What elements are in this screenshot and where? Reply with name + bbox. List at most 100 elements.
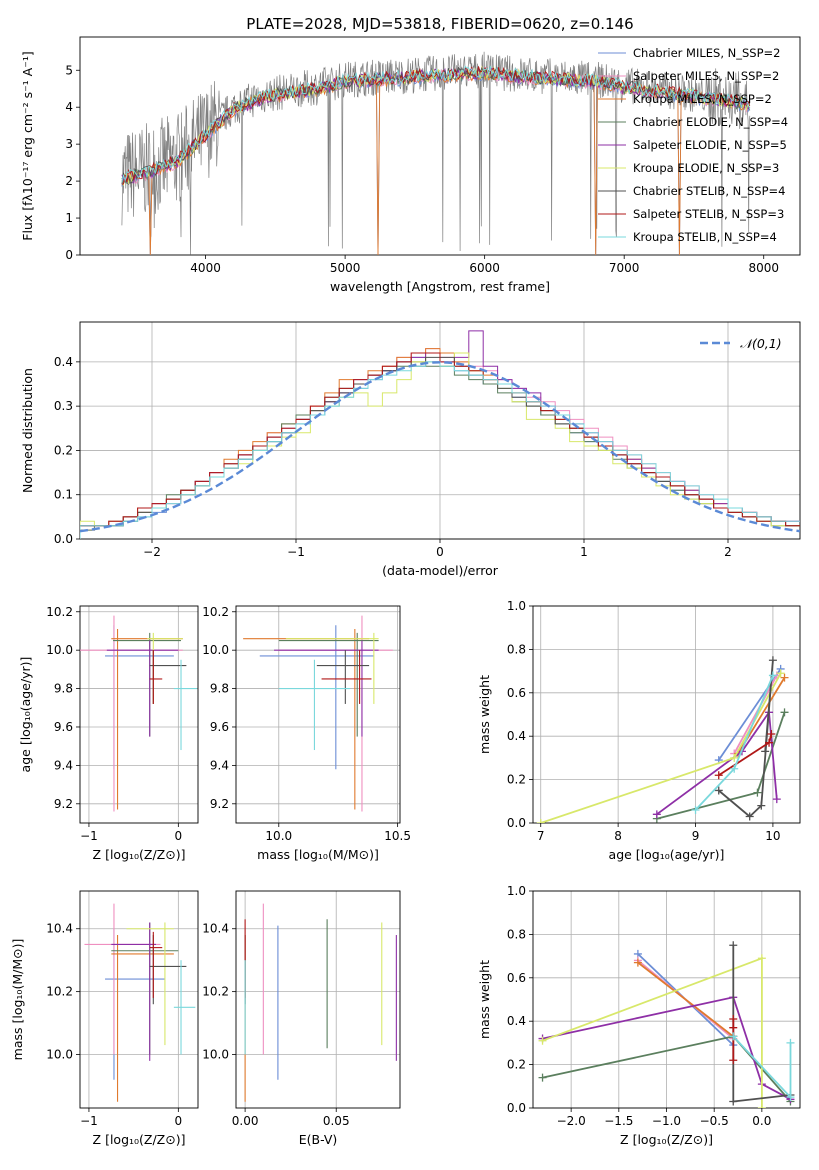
x-tick-label: −1.5 (604, 1114, 633, 1128)
x-tick-label: 10.0 (265, 829, 292, 843)
y-tick-label: 3 (65, 137, 73, 151)
plus-marker (633, 958, 642, 967)
y-tick-label: 4 (65, 100, 73, 114)
x-tick-label: 10.5 (384, 829, 411, 843)
y-tick-label: 10.2 (202, 985, 229, 999)
residual-histogram-panel: −2 −1 0 1 2 0.0 0.1 0.2 0.3 0.4 (data-model)/error… (20, 321, 801, 578)
plus-marker (772, 795, 781, 804)
y-tick-label: 9.8 (210, 682, 229, 696)
legend-label: 𝒩(0,1) (740, 336, 782, 351)
plus-marker (714, 771, 723, 780)
mass-vs-metallicity-panel: −1 0 10.0 10.2 10.4 Z [log₁₀(Z/Z⊙)] mass [log₁… (10, 890, 199, 1147)
y-tick-label: 9.4 (54, 758, 73, 772)
y-tick-label: 10.0 (202, 643, 229, 657)
legend-label: Kroupa MILES, N_SSP=2 (633, 92, 772, 106)
y-tick-label: 0.4 (54, 355, 73, 369)
y-tick-label: 10.2 (46, 985, 73, 999)
x-tick-label: 4000 (190, 261, 221, 275)
y-tick-label: 2 (65, 174, 73, 188)
y-axis-label: mass [log₁₀(M/M⊙)] (10, 939, 25, 1061)
x-tick-label: −2.0 (557, 1114, 586, 1128)
y-axis-label: Normed distribution (20, 368, 35, 493)
x-axis-label: mass [log₁₀(M/M⊙)] (257, 847, 379, 862)
errorbar-body (243, 615, 393, 812)
x-tick-label: 0.00 (232, 1114, 259, 1128)
x-tick-label: 6000 (469, 261, 500, 275)
x-axis-label: Z [log₁₀(Z/Z⊙)] (93, 1132, 186, 1147)
plus-marker (729, 1032, 738, 1041)
y-tick-label: 9.8 (54, 682, 73, 696)
y-tick-label: 0.8 (507, 927, 526, 941)
y-tick-label: 10.0 (46, 1048, 73, 1062)
x-tick-label: 0.05 (323, 1114, 350, 1128)
axes-frame (79, 890, 199, 1109)
plus-marker (768, 656, 777, 665)
y-tick-label: 0.1 (54, 488, 73, 502)
plus-marker (538, 1036, 547, 1045)
y-tick-label: 10.4 (46, 922, 73, 936)
x-tick-label: 10 (765, 829, 780, 843)
y-axis-label: age [log₁₀(age/yr)] (18, 657, 33, 773)
errorbar-body (244, 903, 397, 1102)
chart-title: PLATE=2028, MJD=53818, FIBERID=0620, z=0… (246, 15, 633, 33)
plus-marker (757, 1104, 766, 1108)
x-tick-label: 2 (724, 545, 732, 559)
spectrum-lines (121, 51, 751, 255)
plus-marker (761, 747, 770, 756)
y-tick-label: 10.2 (202, 605, 229, 619)
x-tick-label: 9 (692, 829, 700, 843)
x-tick-label: 7 (537, 829, 545, 843)
histogram-step-line (80, 352, 800, 539)
normal-reference-curve (80, 361, 800, 533)
y-tick-label: 0.0 (507, 816, 526, 830)
plus-marker (768, 671, 777, 680)
plus-marker (757, 954, 766, 963)
histogram-body (80, 330, 800, 539)
axes-frame (79, 605, 199, 824)
x-axis-label: (data-model)/error (382, 563, 499, 578)
y-tick-label: 10.0 (46, 643, 73, 657)
plus-marker (730, 753, 739, 762)
y-tick-label: 1.0 (507, 599, 526, 613)
plus-marker (729, 1015, 738, 1024)
legend-label: Chabrier STELIB, N_SSP=4 (633, 184, 785, 198)
mass-vs-ebv-panel: 0.00 0.05 10.0 10.2 10.4 E(B-V) (202, 890, 401, 1147)
y-tick-label: 9.2 (210, 797, 229, 811)
legend-label: Kroupa STELIB, N_SSP=4 (633, 230, 777, 244)
y-tick-label: 1 (65, 211, 73, 225)
x-tick-label: 1 (580, 545, 588, 559)
y-tick-label: 9.2 (54, 797, 73, 811)
x-axis-label: age [log₁₀(age/yr)] (609, 847, 725, 862)
plus-marker (776, 669, 785, 678)
y-tick-label: 10.4 (202, 922, 229, 936)
y-tick-label: 0 (65, 248, 73, 262)
weight-lines (538, 941, 795, 1108)
model-spectrum-line (121, 65, 751, 183)
plus-marker (780, 673, 789, 682)
weight-series-line (694, 675, 774, 811)
y-tick-label: 0.2 (54, 443, 73, 457)
x-tick-label: 7000 (609, 261, 640, 275)
x-tick-label: 0 (436, 545, 444, 559)
y-tick-label: 9.4 (210, 758, 229, 772)
x-tick-label: −1 (80, 1114, 98, 1128)
model-spectrum-line (121, 66, 751, 185)
x-tick-label: 8 (614, 829, 622, 843)
x-axis-label: E(B-V) (299, 1132, 338, 1147)
plus-marker (757, 801, 766, 810)
weight-series-line (637, 961, 734, 1038)
weight-series-line (656, 709, 778, 816)
x-tick-label: 5000 (330, 261, 361, 275)
plus-marker (536, 819, 545, 823)
y-tick-label: 0.6 (507, 971, 526, 985)
plus-marker (729, 1097, 738, 1106)
x-tick-label: −1.0 (652, 1114, 681, 1128)
x-axis-label: Z [log₁₀(Z/Z⊙)] (620, 1132, 713, 1147)
histogram-step-line (80, 361, 800, 539)
x-axis-label: Z [log₁₀(Z/Z⊙)] (93, 847, 186, 862)
plus-marker (786, 1038, 795, 1047)
weight-vs-metallicity-panel: −2.0 −1.5 −1.0 −0.5 0.0 0.0 0.2 0.4 0.6 0.8 1.0 Z [… (477, 884, 801, 1147)
y-tick-label: 1.0 (507, 884, 526, 898)
plus-marker (786, 1093, 795, 1102)
